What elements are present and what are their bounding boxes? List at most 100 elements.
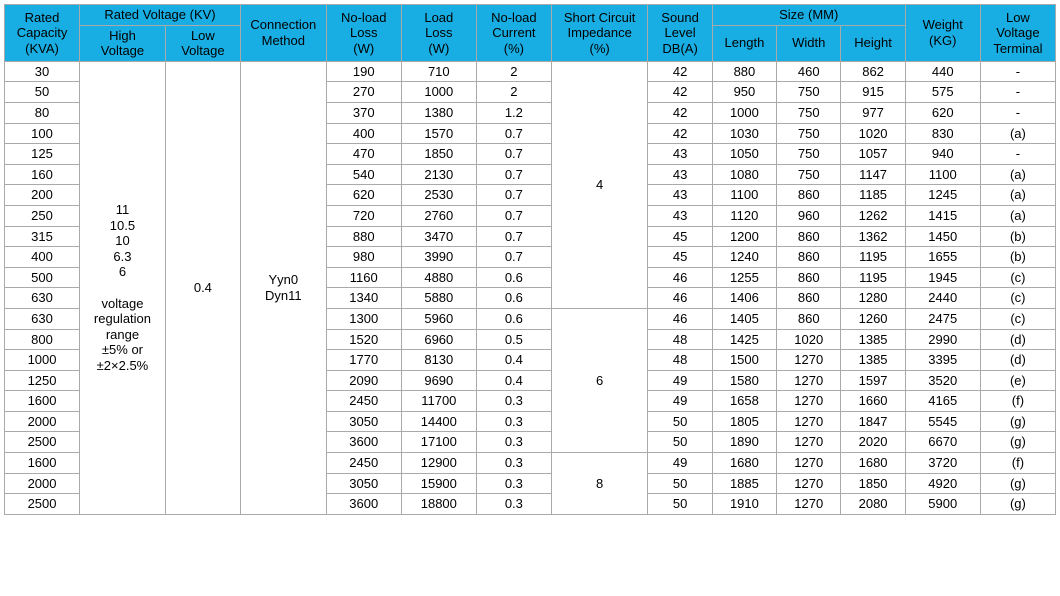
cell-weight: 940 [905,144,980,165]
cell-width: 750 [777,82,841,103]
cell-noload-loss: 3600 [326,432,401,453]
cell-height: 2080 [841,494,905,515]
hdr-length: Length [712,25,776,61]
cell-height: 1195 [841,267,905,288]
cell-terminal: (a) [980,185,1055,206]
cell-width: 750 [777,144,841,165]
cell-terminal: (b) [980,247,1055,268]
cell-width: 860 [777,247,841,268]
cell-sound: 48 [648,329,712,350]
cell-load-loss: 8130 [401,350,476,371]
cell-noload-loss: 190 [326,61,401,82]
cell-height: 1660 [841,391,905,412]
cell-length: 950 [712,82,776,103]
cell-width: 1270 [777,494,841,515]
cell-weight: 1100 [905,164,980,185]
cell-noload-loss: 3050 [326,473,401,494]
cell-length: 1680 [712,453,776,474]
hdr-high-voltage: High Voltage [80,25,166,61]
cell-terminal: - [980,82,1055,103]
cell-high-voltage: 11 10.5 10 6.3 6 voltage regulation rang… [80,61,166,514]
cell-capacity: 100 [5,123,80,144]
cell-width: 1270 [777,432,841,453]
hdr-noload-current: No-load Current (%) [476,5,551,62]
cell-height: 1597 [841,370,905,391]
cell-noload-current: 1.2 [476,102,551,123]
cell-noload-current: 0.6 [476,308,551,329]
cell-length: 1080 [712,164,776,185]
cell-load-loss: 9690 [401,370,476,391]
transformer-spec-table: Rated Capacity (KVA) Rated Voltage (KV) … [4,4,1056,515]
cell-noload-loss: 2450 [326,453,401,474]
cell-width: 860 [777,267,841,288]
cell-capacity: 630 [5,308,80,329]
cell-capacity: 2000 [5,473,80,494]
cell-weight: 3395 [905,350,980,371]
cell-capacity: 630 [5,288,80,309]
cell-sound: 45 [648,247,712,268]
cell-load-loss: 11700 [401,391,476,412]
cell-length: 1405 [712,308,776,329]
cell-noload-current: 0.7 [476,226,551,247]
cell-capacity: 500 [5,267,80,288]
cell-width: 960 [777,205,841,226]
cell-width: 860 [777,288,841,309]
cell-length: 1120 [712,205,776,226]
cell-terminal: (g) [980,494,1055,515]
cell-weight: 3520 [905,370,980,391]
cell-weight: 1450 [905,226,980,247]
cell-capacity: 400 [5,247,80,268]
cell-height: 1385 [841,329,905,350]
cell-length: 1910 [712,494,776,515]
cell-sound: 49 [648,370,712,391]
cell-height: 1195 [841,247,905,268]
hdr-terminal: Low Voltage Terminal [980,5,1055,62]
cell-sound: 43 [648,164,712,185]
cell-terminal: (a) [980,205,1055,226]
cell-sound: 46 [648,308,712,329]
cell-width: 860 [777,226,841,247]
cell-length: 1805 [712,411,776,432]
cell-weight: 6670 [905,432,980,453]
cell-terminal: (f) [980,391,1055,412]
cell-width: 1270 [777,473,841,494]
hdr-load-loss: Load Loss (W) [401,5,476,62]
cell-height: 915 [841,82,905,103]
cell-load-loss: 2530 [401,185,476,206]
hdr-weight: Weight (KG) [905,5,980,62]
cell-capacity: 1250 [5,370,80,391]
cell-load-loss: 14400 [401,411,476,432]
cell-weight: 4920 [905,473,980,494]
cell-capacity: 250 [5,205,80,226]
cell-load-loss: 1570 [401,123,476,144]
cell-noload-current: 0.4 [476,350,551,371]
cell-noload-loss: 470 [326,144,401,165]
cell-height: 1385 [841,350,905,371]
cell-noload-loss: 3050 [326,411,401,432]
cell-load-loss: 4880 [401,267,476,288]
cell-height: 1362 [841,226,905,247]
cell-weight: 620 [905,102,980,123]
cell-noload-current: 0.4 [476,370,551,391]
cell-width: 1270 [777,370,841,391]
cell-weight: 1945 [905,267,980,288]
cell-length: 1255 [712,267,776,288]
cell-terminal: - [980,61,1055,82]
cell-terminal: (d) [980,329,1055,350]
cell-weight: 440 [905,61,980,82]
cell-noload-current: 2 [476,82,551,103]
cell-noload-loss: 720 [326,205,401,226]
cell-width: 460 [777,61,841,82]
cell-capacity: 2500 [5,494,80,515]
cell-noload-current: 0.7 [476,185,551,206]
cell-height: 2020 [841,432,905,453]
cell-capacity: 160 [5,164,80,185]
cell-height: 862 [841,61,905,82]
hdr-height: Height [841,25,905,61]
cell-noload-loss: 370 [326,102,401,123]
cell-weight: 830 [905,123,980,144]
cell-sound: 42 [648,123,712,144]
cell-sound: 43 [648,144,712,165]
cell-width: 1270 [777,453,841,474]
cell-load-loss: 2760 [401,205,476,226]
